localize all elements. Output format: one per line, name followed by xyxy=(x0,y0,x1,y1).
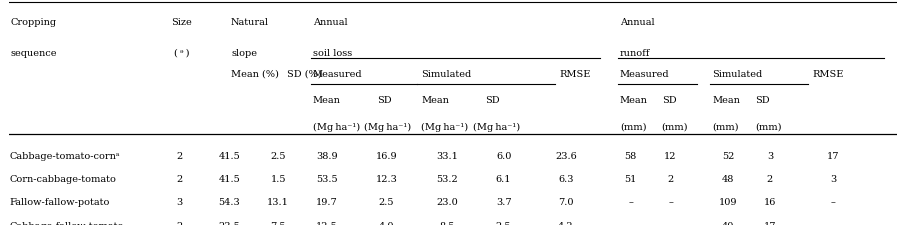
Text: 8.5: 8.5 xyxy=(439,220,455,225)
Text: 19.7: 19.7 xyxy=(316,197,338,206)
Text: Size: Size xyxy=(171,18,192,27)
Text: Natural: Natural xyxy=(231,18,269,27)
Text: (Mg ha⁻¹): (Mg ha⁻¹) xyxy=(474,122,521,131)
Text: 53.2: 53.2 xyxy=(436,174,458,183)
Text: –: – xyxy=(831,197,835,206)
Text: (mm): (mm) xyxy=(620,122,646,131)
Text: SD (%): SD (%) xyxy=(287,70,322,79)
Text: SD: SD xyxy=(661,96,676,105)
Text: 12.3: 12.3 xyxy=(375,174,398,183)
Text: 2.5: 2.5 xyxy=(270,151,285,160)
Text: 2.5: 2.5 xyxy=(379,197,394,206)
Text: 2: 2 xyxy=(766,174,773,183)
Text: 51: 51 xyxy=(624,174,637,183)
Text: Measured: Measured xyxy=(620,70,670,79)
Text: 54.3: 54.3 xyxy=(218,197,240,206)
Text: 23.5: 23.5 xyxy=(218,220,240,225)
Text: 2: 2 xyxy=(177,151,183,160)
Text: –: – xyxy=(668,220,673,225)
Text: Annual: Annual xyxy=(313,18,347,27)
Text: 17: 17 xyxy=(764,220,776,225)
Text: 6.0: 6.0 xyxy=(496,151,511,160)
Text: (mm): (mm) xyxy=(755,122,781,131)
Text: (Mg ha⁻¹): (Mg ha⁻¹) xyxy=(364,122,411,131)
Text: –: – xyxy=(628,197,633,206)
Text: 6.1: 6.1 xyxy=(496,174,511,183)
Text: 23.0: 23.0 xyxy=(436,197,458,206)
Text: 52: 52 xyxy=(722,151,735,160)
Text: Simulated: Simulated xyxy=(712,70,763,79)
Text: 6.3: 6.3 xyxy=(558,174,573,183)
Text: 16.9: 16.9 xyxy=(376,151,397,160)
Text: 3: 3 xyxy=(177,197,183,206)
Text: 4.2: 4.2 xyxy=(558,220,573,225)
Text: (Mg ha⁻¹): (Mg ha⁻¹) xyxy=(421,122,468,131)
Text: 12: 12 xyxy=(664,151,677,160)
Text: 3.7: 3.7 xyxy=(496,197,511,206)
Text: Cabbage-tomato-cornᵃ: Cabbage-tomato-cornᵃ xyxy=(9,151,120,160)
Text: –: – xyxy=(628,220,633,225)
Text: 13.1: 13.1 xyxy=(267,197,289,206)
Text: sequence: sequence xyxy=(11,49,57,58)
Text: (mm): (mm) xyxy=(661,122,689,131)
Text: slope: slope xyxy=(231,49,257,58)
Text: Mean: Mean xyxy=(421,96,448,105)
Text: 3: 3 xyxy=(766,151,773,160)
Text: Mean: Mean xyxy=(620,96,648,105)
Text: 1.5: 1.5 xyxy=(270,174,285,183)
Text: 16: 16 xyxy=(764,197,776,206)
Text: Fallow-fallow-potato: Fallow-fallow-potato xyxy=(9,197,110,206)
Text: –: – xyxy=(668,197,673,206)
Text: 2: 2 xyxy=(177,220,183,225)
Text: 3: 3 xyxy=(830,174,836,183)
Text: 2.5: 2.5 xyxy=(496,220,511,225)
Text: 7.5: 7.5 xyxy=(270,220,285,225)
Text: RMSE: RMSE xyxy=(560,70,591,79)
Text: 7.0: 7.0 xyxy=(558,197,573,206)
Text: 41.5: 41.5 xyxy=(218,174,240,183)
Text: 2: 2 xyxy=(668,174,674,183)
Text: (mm): (mm) xyxy=(712,122,738,131)
Text: RMSE: RMSE xyxy=(813,70,844,79)
Text: 58: 58 xyxy=(624,151,637,160)
Text: 53.5: 53.5 xyxy=(316,174,338,183)
Text: 40: 40 xyxy=(722,220,735,225)
Text: 4.0: 4.0 xyxy=(379,220,394,225)
Text: 2: 2 xyxy=(177,174,183,183)
Text: 109: 109 xyxy=(719,197,737,206)
Text: 48: 48 xyxy=(722,174,735,183)
Text: 17: 17 xyxy=(827,151,839,160)
Text: SD: SD xyxy=(485,96,499,105)
Text: soil loss: soil loss xyxy=(313,49,352,58)
Text: Mean: Mean xyxy=(313,96,341,105)
Text: Mean (%): Mean (%) xyxy=(231,70,279,79)
Text: 38.9: 38.9 xyxy=(316,151,338,160)
Text: SD: SD xyxy=(377,96,391,105)
Text: Annual: Annual xyxy=(620,18,654,27)
Text: Cabbage-fallow-tomato: Cabbage-fallow-tomato xyxy=(9,220,123,225)
Text: (Mg ha⁻¹): (Mg ha⁻¹) xyxy=(313,122,360,131)
Text: SD: SD xyxy=(755,96,769,105)
Text: runoff: runoff xyxy=(620,49,651,58)
Text: Cropping: Cropping xyxy=(11,18,57,27)
Text: 33.1: 33.1 xyxy=(436,151,458,160)
Text: Simulated: Simulated xyxy=(421,70,471,79)
Text: Measured: Measured xyxy=(313,70,362,79)
Text: 23.6: 23.6 xyxy=(554,151,576,160)
Text: 41.5: 41.5 xyxy=(218,151,240,160)
Text: Mean: Mean xyxy=(712,96,740,105)
Text: –: – xyxy=(831,220,835,225)
Text: 12.5: 12.5 xyxy=(316,220,338,225)
Text: Corn-cabbage-tomato: Corn-cabbage-tomato xyxy=(9,174,116,183)
Text: ( ᵊ ): ( ᵊ ) xyxy=(174,49,189,58)
